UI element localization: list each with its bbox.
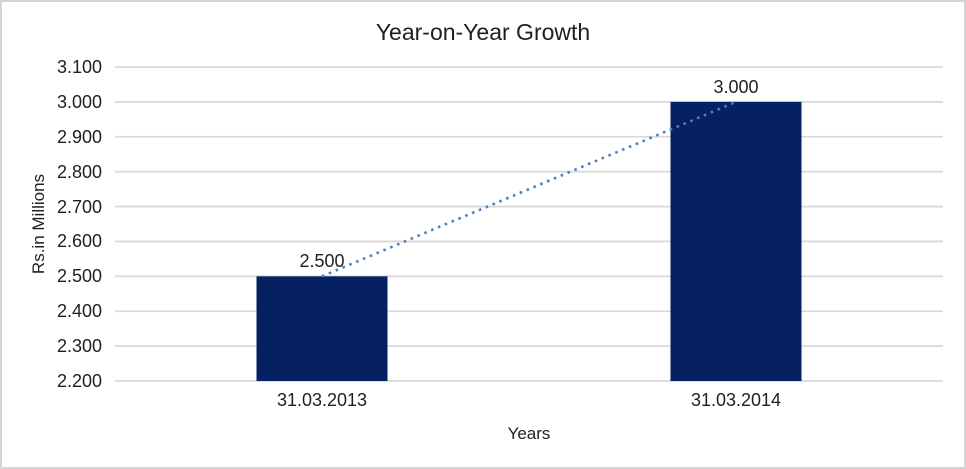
y-tick-label: 2.800	[56, 161, 102, 182]
x-tick-label: 31.03.2014	[690, 390, 782, 410]
y-axis-title: Rs.in Millions	[29, 173, 48, 275]
y-tick-label: 3.000	[56, 91, 102, 112]
y-tick-label: 2.300	[56, 336, 102, 357]
data-label: 2.500	[299, 251, 345, 272]
y-tick-label: 2.400	[56, 301, 102, 322]
y-tick-label: 3.100	[56, 57, 102, 77]
bar-31.03.2013	[256, 276, 388, 381]
y-tick-label: 2.200	[56, 371, 102, 391]
x-axis-title: Years	[507, 424, 551, 443]
x-tick-label: 31.03.2013	[276, 390, 368, 410]
y-tick-label: 2.600	[56, 231, 102, 252]
data-label: 3.000	[713, 76, 759, 97]
chart-title: Year-on-Year Growth	[375, 19, 591, 45]
y-tick-label: 2.700	[56, 196, 102, 217]
y-tick-label: 2.500	[56, 266, 102, 287]
bar-31.03.2014	[670, 101, 802, 381]
y-tick-label: 2.900	[56, 126, 102, 147]
trendline	[321, 100, 737, 278]
